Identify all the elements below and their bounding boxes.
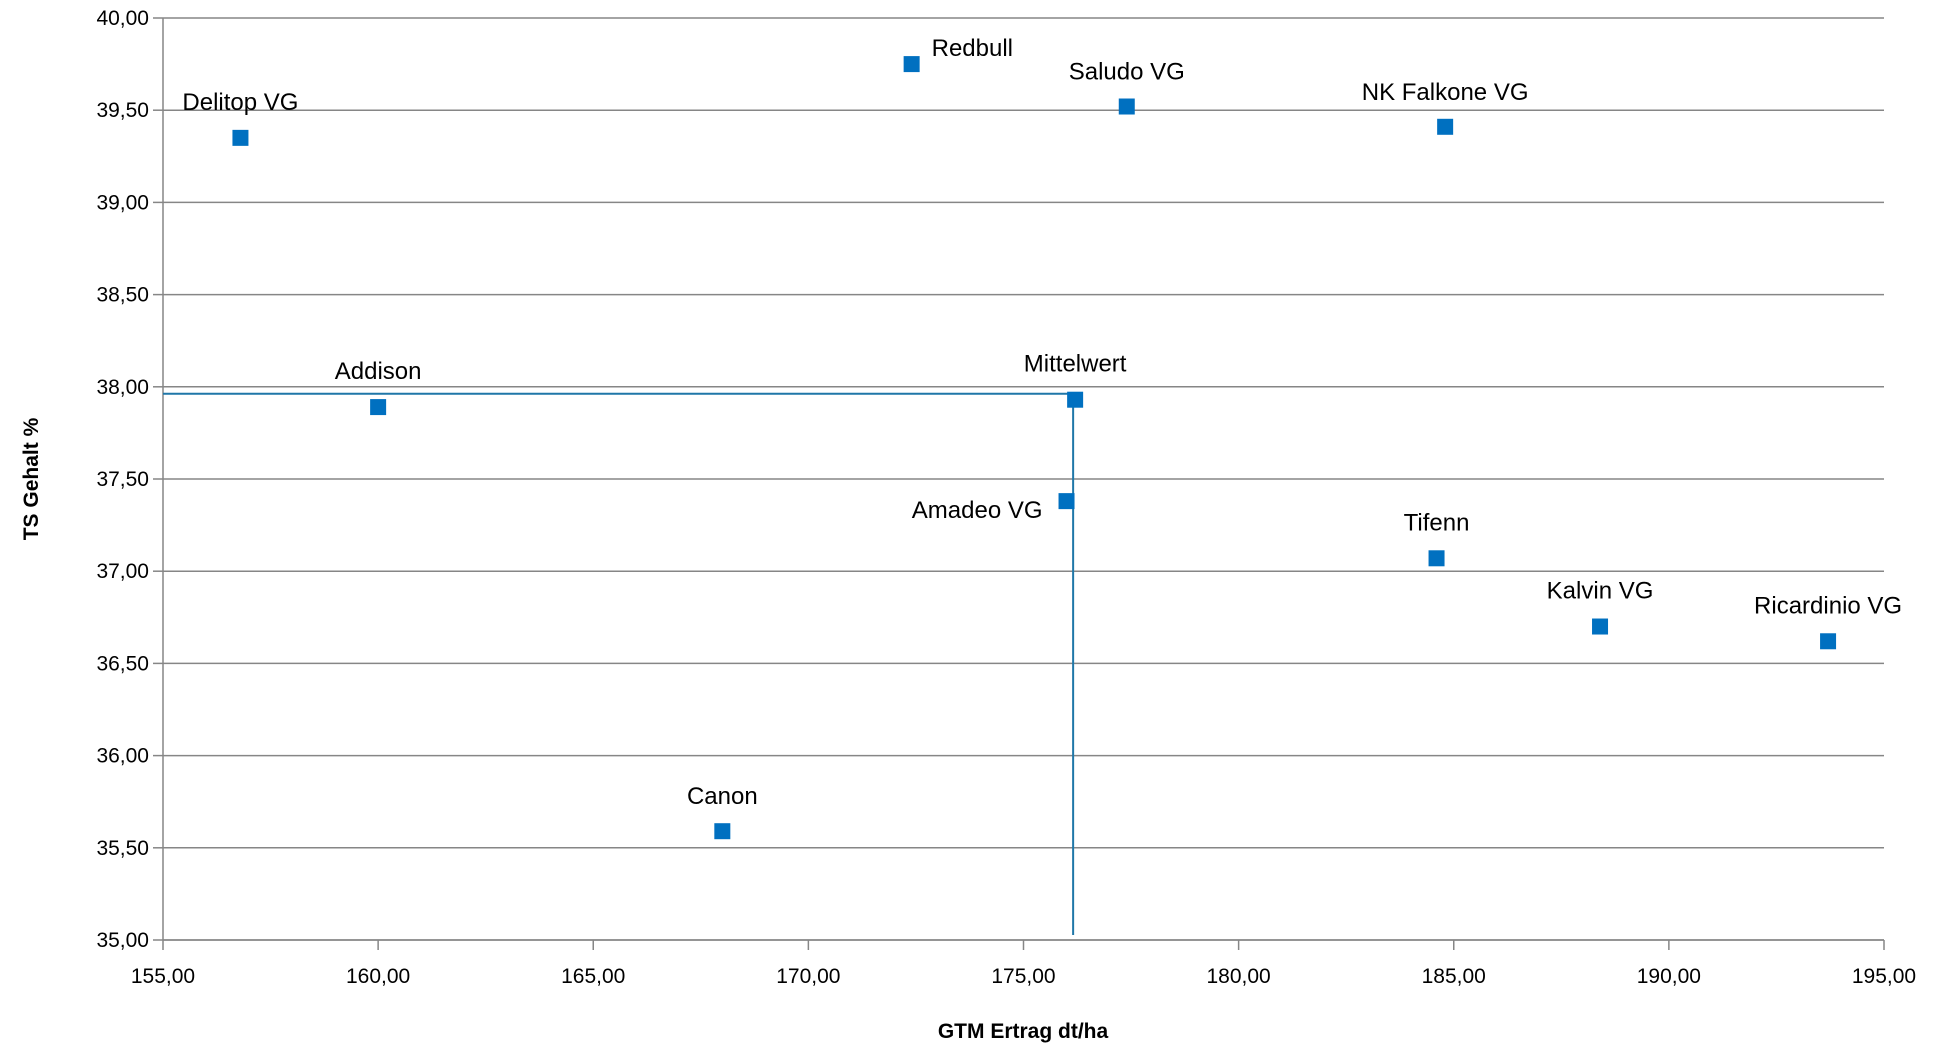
data-point-label: Delitop VG <box>182 89 298 116</box>
y-tick-label: 35,50 <box>96 837 149 860</box>
data-point-label: NK Falkone VG <box>1362 79 1529 106</box>
x-tick-label: 180,00 <box>1207 965 1271 988</box>
grid-lines <box>153 17 1885 950</box>
data-points <box>232 56 1837 840</box>
data-point-label: Tifenn <box>1404 509 1470 536</box>
data-point <box>1118 98 1135 115</box>
data-point <box>1058 493 1075 510</box>
data-point <box>1428 550 1445 567</box>
y-tick-label: 39,00 <box>96 191 149 214</box>
x-tick-label: 185,00 <box>1422 965 1486 988</box>
x-tick-label: 160,00 <box>346 965 410 988</box>
y-tick-label: 37,00 <box>96 560 149 583</box>
x-tick-label: 190,00 <box>1637 965 1701 988</box>
y-tick-label: 38,00 <box>96 376 149 399</box>
data-point-label: Addison <box>335 358 422 385</box>
point-labels: Delitop VG Redbull Saludo VG NK Falkone VG A… <box>182 35 1902 810</box>
x-tick-label: 165,00 <box>561 965 625 988</box>
data-point <box>714 823 731 840</box>
y-tick-labels: 35,00 35,50 36,00 36,50 37,00 37,50 38,00 38,50… <box>96 7 149 952</box>
data-point <box>903 56 920 73</box>
y-tick-label: 38,50 <box>96 284 149 307</box>
y-tick-label: 39,50 <box>96 99 149 122</box>
data-point <box>232 129 249 146</box>
data-point <box>1592 618 1609 635</box>
data-point-label: Ricardinio VG <box>1754 592 1902 619</box>
x-tick-label: 175,00 <box>991 965 1055 988</box>
data-point-label: Mittelwert <box>1024 351 1127 378</box>
data-point-label: Canon <box>687 783 758 810</box>
y-axis-title: TS Gehalt % <box>20 417 43 540</box>
data-point-label: Redbull <box>932 35 1013 62</box>
y-tick-label: 36,50 <box>96 652 149 675</box>
y-tick-label: 36,00 <box>96 745 149 768</box>
y-tick-label: 40,00 <box>96 7 149 30</box>
x-tick-label: 195,00 <box>1852 965 1916 988</box>
x-axis-title: GTM Ertrag dt/ha <box>938 1020 1109 1043</box>
x-tick-label: 170,00 <box>776 965 840 988</box>
axes <box>162 18 1884 941</box>
data-point <box>1067 391 1084 408</box>
data-point-label: Amadeo VG <box>912 497 1043 524</box>
data-point <box>1437 118 1454 135</box>
x-tick-label: 155,00 <box>131 965 195 988</box>
data-point <box>1820 633 1837 650</box>
x-tick-labels: 155,00 160,00 165,00 170,00 175,00 180,00 185,… <box>131 965 1916 988</box>
y-tick-label: 37,50 <box>96 468 149 491</box>
data-point-label: Saludo VG <box>1069 59 1185 86</box>
data-point-label: Kalvin VG <box>1547 578 1654 605</box>
mean-reference-lines <box>163 392 1076 935</box>
data-point <box>370 399 387 416</box>
y-tick-label: 35,00 <box>96 929 149 952</box>
